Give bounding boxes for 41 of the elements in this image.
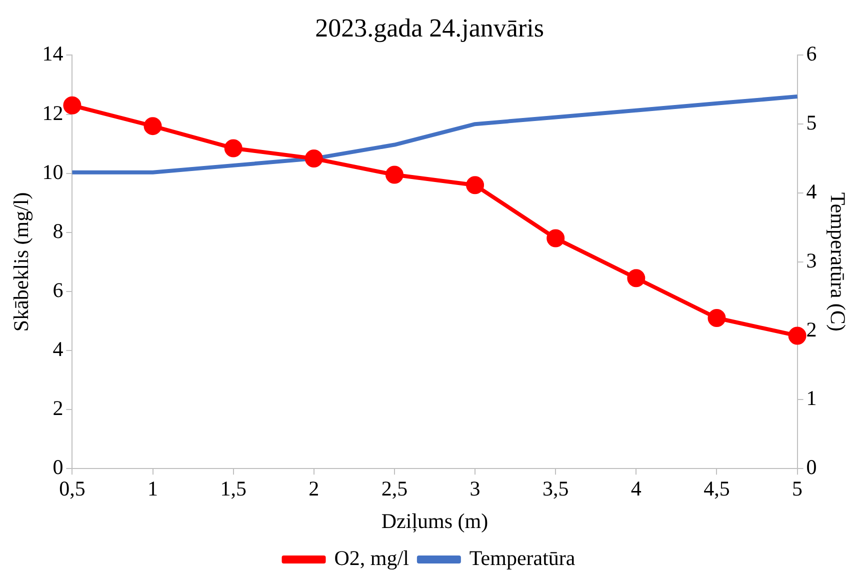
y-tick-label: 10	[42, 160, 64, 184]
point	[304, 150, 323, 168]
y-tick-label: 14	[42, 42, 64, 66]
y2-tick-label: 2	[806, 317, 817, 342]
y2-axis-title: Temperatūra (C)	[826, 192, 850, 332]
x-tick-label: 1,5	[220, 476, 246, 501]
point	[63, 96, 82, 114]
y-tick-label: 12	[42, 100, 64, 125]
legend-label: Temperatūra	[469, 546, 576, 570]
x-tick-label: 5	[792, 476, 803, 501]
y-tick-label: 6	[52, 278, 64, 302]
x-tick-label: 4,5	[704, 476, 730, 501]
y2-tick-label: 6	[806, 42, 817, 66]
x-tick-label: 3	[470, 476, 480, 501]
y2-tick-label: 5	[806, 110, 817, 135]
point	[546, 229, 565, 248]
y2-tick-label: 0	[806, 455, 817, 480]
y2-tick-label: 1	[806, 386, 817, 410]
point	[627, 269, 646, 288]
point	[385, 166, 404, 184]
y-tick-label: 0	[52, 455, 64, 480]
x-tick-label: 4	[630, 476, 642, 501]
x-tick-label: 1	[148, 476, 158, 501]
point	[788, 326, 806, 345]
x-tick-label: 2,5	[381, 476, 408, 501]
y2-tick-label: 4	[806, 180, 818, 204]
x-axis-title: Dziļums (m)	[381, 508, 488, 533]
x-tick-label: 0,5	[59, 476, 86, 501]
y-tick-label: 4	[52, 337, 64, 361]
point	[708, 309, 726, 328]
y-axis-title: Skābeklis (mg/l)	[9, 192, 34, 332]
point	[466, 176, 484, 194]
x-tick-label: 2	[308, 476, 320, 501]
y2-tick-label: 3	[806, 248, 817, 272]
legend-label: O2, mg/l	[334, 546, 410, 570]
point	[224, 139, 242, 158]
point	[144, 117, 162, 136]
y-tick-label: 8	[52, 218, 64, 243]
chart-title: 2023.gada 24.janvāris	[315, 13, 544, 42]
x-tick-label: 3,5	[542, 476, 569, 501]
y-tick-label: 2	[52, 396, 64, 420]
